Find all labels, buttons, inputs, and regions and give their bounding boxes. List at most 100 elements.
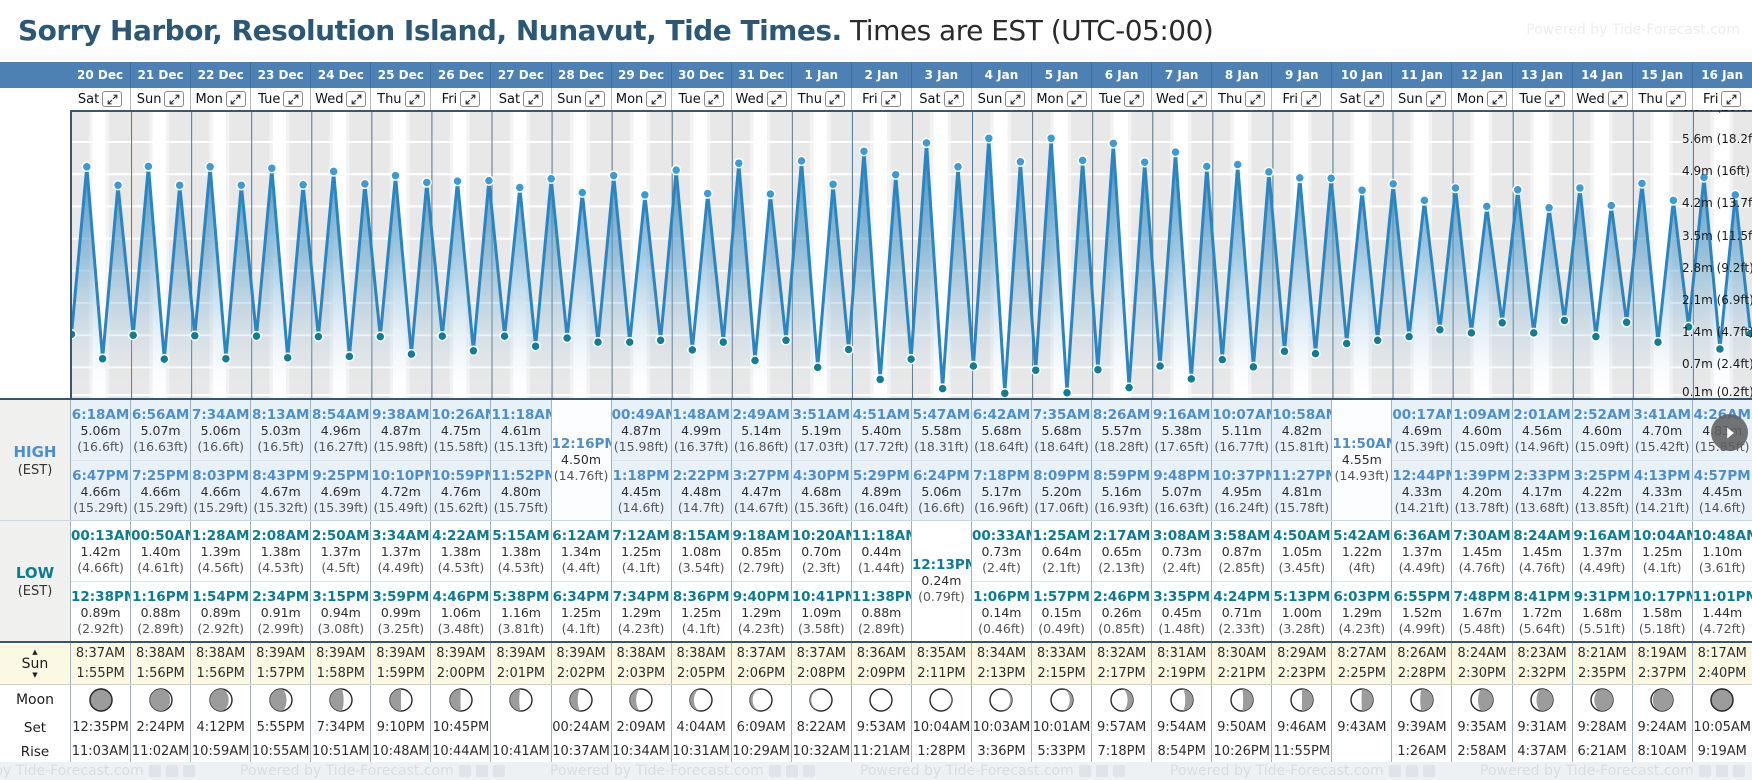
low-tide-entry: 1:54PM 0.89m (2.92ft) <box>191 581 251 641</box>
sunrise-time: 8:35AM <box>916 645 967 661</box>
expand-day-button[interactable] <box>584 91 605 107</box>
expand-day-button[interactable] <box>1301 91 1322 107</box>
expand-day-button[interactable] <box>1425 91 1446 107</box>
moon-phase-icon <box>689 688 713 712</box>
dow-cell: Mon <box>1451 88 1511 110</box>
tide-day-cell: 8:26AM 5.57m (18.28ft) 8:59PM 5.16m (16.93ft) <box>1091 400 1152 520</box>
low-tide-point <box>1372 335 1383 346</box>
expand-day-button[interactable] <box>523 91 544 107</box>
moon-phase-icon <box>88 688 113 712</box>
sun-times-cell: 8:29AM 2:23PM <box>1271 643 1332 684</box>
tide-height-m: 1.58m <box>1642 605 1683 620</box>
expand-day-button[interactable] <box>460 91 481 107</box>
expand-day-button[interactable] <box>1187 91 1208 107</box>
next-days-button[interactable] <box>1711 414 1748 451</box>
tide-time: 9:40PM <box>732 589 790 605</box>
sunset-time: 1:56PM <box>196 665 245 681</box>
high-tide-entry: 7:34AM 5.06m (16.6ft) <box>191 400 250 460</box>
tide-height-ft: (14.7ft) <box>677 500 725 515</box>
expand-day-button[interactable] <box>1364 91 1384 107</box>
expand-day-button[interactable] <box>646 91 667 107</box>
low-tide-entry: 3:35PM 0.45m (1.48ft) <box>1152 581 1212 641</box>
tide-time: 5:38PM <box>492 589 550 605</box>
tide-height-m: 5.16m <box>1101 484 1142 499</box>
moon-phase-icon <box>1169 688 1194 712</box>
high-tide-entry: 3:41AM 4.70m (15.42ft) <box>1633 400 1692 460</box>
high-tide-point <box>1387 178 1399 190</box>
expand-day-button[interactable] <box>1544 91 1565 107</box>
tide-height-ft: (14.6ft) <box>1698 500 1746 515</box>
expand-day-button[interactable] <box>1607 91 1628 107</box>
sunrise-time: 8:17AM <box>1697 645 1747 661</box>
expand-day-button[interactable] <box>1487 91 1508 107</box>
high-tide-entry: 10:59PM4.76m(15.62ft) <box>431 460 491 520</box>
expand-day-button[interactable] <box>1721 91 1742 107</box>
expand-day-button[interactable] <box>1665 91 1686 107</box>
tide-time: 00:49AM <box>611 407 671 423</box>
expand-day-button[interactable] <box>283 91 304 107</box>
low-tide-entry: 5:13PM 1.00m (3.28ft) <box>1272 581 1332 641</box>
tide-time: 2:46PM <box>1093 589 1151 605</box>
footer-watermark-bar: Powered by Tide-Forecast.com Powered by T… <box>0 762 1752 780</box>
tide-time: 4:46PM <box>432 589 490 605</box>
dow-label: Mon <box>195 91 223 107</box>
expand-day-button[interactable] <box>1066 91 1087 107</box>
low-tide-row: LOW(EST)00:13AM1.42m(4.66ft)12:38PM0.89m… <box>0 520 1752 641</box>
moonrise-time-cell: 10:41AM <box>490 740 550 763</box>
high-tide-entry: 1:39PM 4.20m (13.78ft) <box>1452 460 1512 520</box>
y-axis-label: 3.5m (11.5ft) <box>1682 228 1752 243</box>
low-tide-point <box>1590 331 1602 342</box>
sunset-time: 2:00PM <box>436 665 486 681</box>
date-header-cell: 7 Jan <box>1151 62 1211 88</box>
tide-height-m: 4.60m <box>1461 423 1502 438</box>
expand-day-button[interactable] <box>404 91 425 107</box>
tide-time: 4:51AM <box>852 407 911 423</box>
expand-day-button[interactable] <box>880 91 901 107</box>
y-axis-label: 4.9m (16ft) <box>1682 164 1750 179</box>
expand-day-button[interactable] <box>824 91 845 107</box>
tide-day-cell: 6:18AM 5.06m (16.6ft) 6:47PM 4.66m (15.29ft) <box>70 400 131 520</box>
moon-phase-icon <box>509 688 533 712</box>
low-tide-point <box>1154 360 1166 372</box>
tide-day-cell: 9:16AM 5.38m (17.65ft) 9:48PM 5.07m (16.63ft) <box>1151 400 1212 520</box>
expand-day-button[interactable] <box>1005 91 1026 107</box>
moonset-time-cell: 9:35AM <box>1451 715 1511 740</box>
sunrise-time: 8:39AM <box>556 645 606 661</box>
moon-phase-cell <box>670 685 731 715</box>
row-label-moonset: Set <box>23 719 47 736</box>
moon-phase-icon <box>1230 688 1254 712</box>
moon-phase-cell <box>550 685 611 715</box>
expand-day-button[interactable] <box>225 91 246 107</box>
moonrise-time-cell: 2:58AM <box>1451 740 1511 763</box>
sun-times-cell: 8:21AM 2:35PM <box>1571 643 1632 684</box>
sunset-arrow-icon: ▼ <box>32 670 38 679</box>
expand-day-button[interactable] <box>164 91 185 107</box>
tide-height-ft: (2.92ft) <box>197 621 244 636</box>
expand-day-button[interactable] <box>102 91 123 107</box>
tide-time: 1:57PM <box>1033 589 1090 605</box>
sun-times-cell: 8:35AM 2:11PM <box>910 643 971 684</box>
high-tide-point <box>297 179 309 191</box>
row-label-timezone: (EST) <box>17 462 53 478</box>
date-header-cell: 2 Jan <box>850 62 911 88</box>
dow-label: Fri <box>1702 91 1719 107</box>
expand-day-button[interactable] <box>1124 91 1145 107</box>
tide-height-m: 1.25m <box>621 544 662 559</box>
expand-day-button[interactable] <box>766 91 787 107</box>
tide-height-m: 5.20m <box>1041 484 1082 499</box>
tide-day-cell: 3:58AM 0.87m (2.85ft) 4:24PM 0.71m (2.33ft) <box>1211 521 1272 641</box>
expand-day-button[interactable] <box>346 91 367 107</box>
high-tide-point <box>452 175 463 187</box>
moon-phase-cell <box>730 685 791 715</box>
expand-day-button[interactable] <box>943 91 964 107</box>
expand-day-button[interactable] <box>1245 91 1266 107</box>
low-tide-entry: 1:28AM 1.39m (4.56ft) <box>191 521 250 581</box>
expand-day-button[interactable] <box>703 91 724 107</box>
tide-height-ft: (4.56ft) <box>197 560 244 575</box>
high-tide-point <box>639 189 651 201</box>
tide-day-cell: 2:50AM 1.37m (4.5ft) 3:15PM 0.94m (3.08ft) <box>310 521 371 641</box>
tide-day-cell: 3:08AM 0.73m (2.4ft) 3:35PM 0.45m (1.48ft) <box>1151 521 1212 641</box>
sun-times-cell: 8:38AM 1:56PM <box>190 643 251 684</box>
